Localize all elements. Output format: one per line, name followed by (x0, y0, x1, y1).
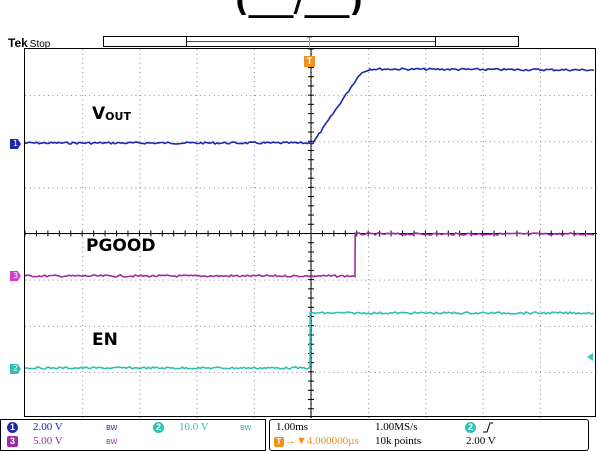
status-bar: 1 2.00 V BW 2 10.0 V BW 3 5.00 V BW 1.00… (0, 419, 598, 451)
ch2-badge[interactable]: 2 (153, 422, 164, 433)
trigger-position-indicator-icon (307, 37, 312, 53)
ch3-scale: 5.00 V (33, 435, 63, 447)
ch3-bandwidth-icon: BW (106, 438, 118, 446)
pgood-label: PGOOD (86, 236, 156, 256)
record-view-window[interactable] (186, 36, 436, 47)
trigger-level: 2.00 V (466, 435, 496, 447)
trigger-level-icon[interactable] (587, 353, 593, 361)
en-trace (24, 310, 595, 370)
channel-settings-box[interactable] (0, 419, 266, 451)
sample-rate: 1.00MS/s (375, 421, 418, 433)
ch3-badge[interactable]: 3 (7, 436, 18, 447)
page-title-partial: (___/___) (234, 0, 364, 19)
trigger-source-badge[interactable]: 2 (465, 422, 476, 433)
ch1-scale: 2.00 V (33, 421, 63, 433)
ch1-bandwidth-icon: BW (106, 424, 118, 432)
ch2-ground-marker[interactable]: 2 (10, 364, 21, 374)
acquisition-state: Stop (29, 39, 51, 50)
en-label: EN (92, 330, 118, 350)
ch2-bandwidth-icon: BW (240, 424, 252, 432)
trigger-marker-icon[interactable]: T (304, 56, 315, 67)
trigger-position: →▼4.000000µs (285, 435, 359, 447)
ch1-badge[interactable]: 1 (7, 422, 18, 433)
vout-label: VOUT (92, 104, 131, 124)
brand-label: Tek (8, 36, 28, 50)
record-length: 10k points (375, 435, 422, 447)
tek-logo: Tek Stop (8, 36, 50, 50)
vout-trace (24, 67, 595, 145)
trigger-position-icon: T (274, 437, 284, 447)
ch3-ground-marker[interactable]: 3 (10, 271, 21, 281)
rising-edge-icon (483, 422, 493, 433)
pgood-trace (24, 232, 595, 278)
ch1-ground-marker[interactable]: 1 (10, 139, 21, 149)
ch2-scale: 10.0 V (179, 421, 209, 433)
timebase-scale: 1.00ms (276, 421, 309, 433)
